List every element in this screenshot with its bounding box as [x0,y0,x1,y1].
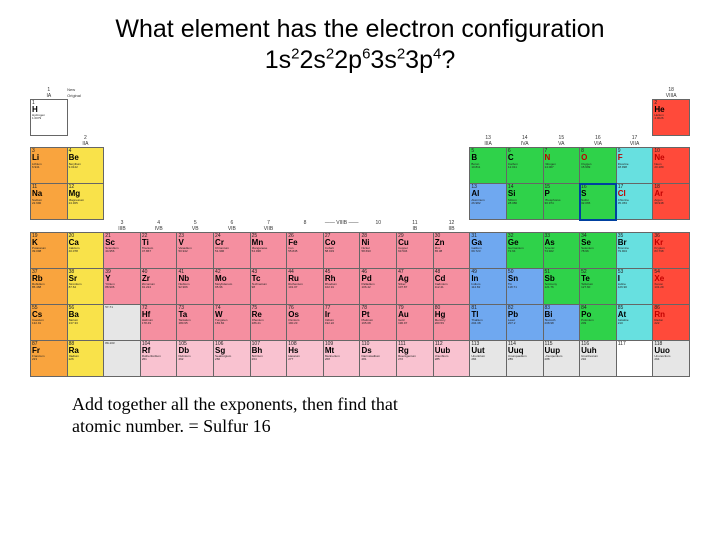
element-Ir: 77IrIridium192.22 [323,304,360,340]
element-Au: 79AuGold196.97 [397,304,434,340]
element-K: 19KPotassium39.098 [31,232,68,268]
slide-title: What element has the electron configurat… [0,0,720,81]
element-Sc: 21ScScandium44.956 [104,232,141,268]
element-Na: 11NaSodium22.990 [31,184,68,220]
element-Re: 75ReRhenium186.21 [250,304,287,340]
element-Mo: 42MoMolybdenum95.96 [214,268,251,304]
element-Ni: 28NiNickel58.693 [360,232,397,268]
element-Sb: 51SbAntimony121.76 [543,268,580,304]
element-Mt: 109MtMeitnerium268 [323,340,360,376]
element-Rb: 37RbRubidium85.468 [31,268,68,304]
element-Kr: 36KrKrypton83.798 [653,232,690,268]
element-Db: 105DbDubnium262 [177,340,214,376]
element-Fe: 26FeIron55.845 [287,232,324,268]
element-Cr: 24CrChromium51.996 [214,232,251,268]
element-Co: 27CoCobalt58.933 [323,232,360,268]
element-W: 74WTungsten183.84 [214,304,251,340]
element-Mn: 25MnManganese54.938 [250,232,287,268]
element-Bi: 83BiBismuth208.98 [543,304,580,340]
element-Os: 76OsOsmium190.23 [287,304,324,340]
element-Ag: 47AgSilver107.87 [397,268,434,304]
element-Cd: 48CdCadmium112.41 [433,268,470,304]
element-He: 2HeHelium4.0026 [653,99,690,135]
element-Al: 13AlAluminum26.982 [470,184,507,220]
element-Po: 84PoPolonium209 [580,304,617,340]
element-B: 5BBoron10.811 [470,148,507,184]
element-Bh: 107BhBohrium264 [250,340,287,376]
element-Cu: 29CuCopper63.546 [397,232,434,268]
element-Ne: 10NeNeon20.180 [653,148,690,184]
periodic-table: 1IANewOriginal18VIIIA1HHydrogen1.00792He… [30,87,690,377]
element-Hg: 80HgMercury200.59 [433,304,470,340]
element-Sg: 106SgSeaborgium266 [214,340,251,376]
element-I: 53IIodine126.90 [616,268,653,304]
element-Rn: 86RnRadon222 [653,304,690,340]
element-Uuq: 114UuqUnunquadium289 [506,340,543,376]
element-Tc: 43TcTechnetium98 [250,268,287,304]
element-Fr: 87FrFrancium223 [31,340,68,376]
element-Sr: 38SrStrontium87.62 [67,268,104,304]
element-Ca: 20CaCalcium40.078 [67,232,104,268]
element-Uup: 115UupUnunpentium288 [543,340,580,376]
element-Uub: 112UubUnunbium285 [433,340,470,376]
element-Nb: 41NbNiobium92.906 [177,268,214,304]
element-O: 8OOxygen15.999 [580,148,617,184]
element-Mg: 12MgMagnesium24.305 [67,184,104,220]
element-Hs: 108HsHassium277 [287,340,324,376]
element-S: 16SSulfur32.065 [580,184,617,220]
element-Cs: 55CsCaesium132.91 [31,304,68,340]
element-Ta: 73TaTantalum180.95 [177,304,214,340]
periodic-table-container: 1IANewOriginal18VIIIA1HHydrogen1.00792He… [0,81,720,377]
title-line1: What element has the electron configurat… [115,15,604,43]
element-: 57-71 [104,304,141,340]
element-Rh: 45RhRhodium102.91 [323,268,360,304]
element-Hf: 72HfHafnium178.49 [140,304,177,340]
element-Te: 52TeTellurium127.60 [580,268,617,304]
element-At: 85AtAstatine210 [616,304,653,340]
element-Zn: 30ZnZinc65.38 [433,232,470,268]
element-Pb: 82PbLead207.2 [506,304,543,340]
element-Uut: 113UutUnuntrium284 [470,340,507,376]
element-V: 23VVanadium50.942 [177,232,214,268]
element-Cl: 17ClChlorine35.453 [616,184,653,220]
element-Ar: 18ArArgon39.948 [653,184,690,220]
element-Xe: 54XeXenon131.29 [653,268,690,304]
element-Sn: 50SnTin118.71 [506,268,543,304]
element-Ra: 88RaRadium226 [67,340,104,376]
element-Be: 4BeBeryllium9.0122 [67,148,104,184]
element-C: 6CCarbon12.011 [506,148,543,184]
element-Br: 35BrBromine79.904 [616,232,653,268]
element-Rg: 111RgRoentgenium272 [397,340,434,376]
element-Pt: 78PtPlatinum195.08 [360,304,397,340]
element-H: 1HHydrogen1.0079 [31,99,68,135]
answer-text: Add together all the exponents, then fin… [0,377,460,438]
element-Uuo: 118UuoUnunoctium294 [653,340,690,376]
element-In: 49InIndium114.82 [470,268,507,304]
element-Ds: 110DsDarmstadtium281 [360,340,397,376]
element-Pd: 46PdPalladium106.42 [360,268,397,304]
element-Ru: 44RuRuthenium101.07 [287,268,324,304]
element-F: 9FFluorine18.998 [616,148,653,184]
element-Ge: 32GeGermanium72.64 [506,232,543,268]
element-As: 33AsArsenic74.922 [543,232,580,268]
element-Tl: 81TlThallium204.38 [470,304,507,340]
element-N: 7NNitrogen14.007 [543,148,580,184]
element-P: 15PPhosphorus30.974 [543,184,580,220]
element-Y: 39YYttrium88.906 [104,268,141,304]
element-Uuh: 116UuhUnunhexium292 [580,340,617,376]
element-Zr: 40ZrZirconium91.224 [140,268,177,304]
element-Ti: 22TiTitanium47.867 [140,232,177,268]
element-Se: 34SeSelenium78.96 [580,232,617,268]
element-Li: 3LiLithium6.941 [31,148,68,184]
element-Ga: 31GaGallium69.723 [470,232,507,268]
element-Si: 14SiSilicon28.086 [506,184,543,220]
element-: 89-103 [104,340,141,376]
element-Ba: 56BaBarium137.33 [67,304,104,340]
electron-config: 1s22s22p63s23p4? [265,46,455,74]
element-117: 117 [616,340,653,376]
element-Rf: 104RfRutherfordium261 [140,340,177,376]
